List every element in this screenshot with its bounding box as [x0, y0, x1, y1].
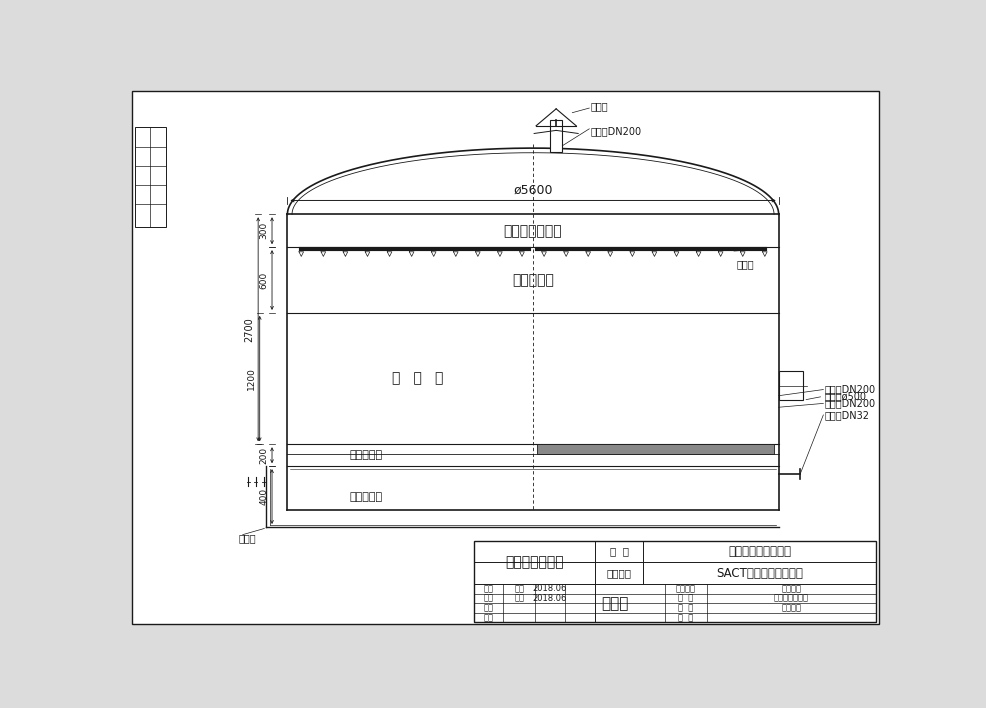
Text: 审核: 审核 — [483, 603, 493, 612]
Text: 除臭塔: 除臭塔 — [601, 595, 628, 611]
Text: 布气管DN200: 布气管DN200 — [825, 384, 876, 394]
Text: 日  期: 日 期 — [678, 613, 693, 622]
Text: 2018.06: 2018.06 — [532, 594, 567, 603]
Text: 进水管: 进水管 — [239, 534, 256, 544]
Text: 能源与动力工程学院: 能源与动力工程学院 — [728, 545, 791, 558]
Text: 排水管DN32: 排水管DN32 — [825, 410, 870, 420]
Text: 比  量: 比 量 — [678, 603, 693, 612]
Text: 制图: 制图 — [483, 594, 493, 603]
Bar — [135, 127, 166, 227]
Text: 挪雨罩: 挪雨罩 — [591, 101, 608, 110]
Text: 400: 400 — [259, 488, 268, 505]
Text: 项目名称: 项目名称 — [606, 568, 632, 578]
Text: 环境科学与工程: 环境科学与工程 — [774, 594, 809, 603]
Bar — [550, 120, 562, 152]
Text: 设计阶段: 设计阶段 — [675, 584, 696, 593]
Text: 300: 300 — [259, 222, 268, 239]
Text: 批准: 批准 — [483, 613, 493, 622]
Text: 600: 600 — [259, 271, 268, 289]
Text: 顶部尾气收集区: 顶部尾气收集区 — [504, 224, 562, 238]
Bar — [779, 371, 804, 400]
Bar — [537, 445, 774, 454]
Text: 专  业: 专 业 — [678, 594, 693, 603]
Text: 院  系: 院 系 — [609, 547, 629, 556]
Text: 底部排水区: 底部排水区 — [349, 491, 383, 501]
Text: 环境工程: 环境工程 — [781, 603, 802, 612]
Text: 1200: 1200 — [246, 367, 255, 390]
Text: 2018.06: 2018.06 — [532, 584, 567, 593]
Bar — [287, 215, 779, 510]
Text: 底部布气区: 底部布气区 — [349, 450, 383, 460]
Text: 2700: 2700 — [245, 317, 254, 342]
Text: 顶部布水区: 顶部布水区 — [512, 273, 554, 287]
Text: 填   料   区: 填 料 区 — [392, 372, 444, 386]
Text: 设计: 设计 — [483, 584, 493, 593]
Text: 200: 200 — [259, 447, 268, 464]
Text: 佚名: 佚名 — [514, 584, 525, 593]
Bar — [473, 541, 876, 622]
Text: 进气口ø500: 进气口ø500 — [825, 392, 867, 401]
Text: 布水管: 布水管 — [737, 259, 754, 269]
Text: 初步设计: 初步设计 — [781, 584, 802, 593]
Text: 排气管DN200: 排气管DN200 — [591, 126, 642, 136]
Text: SACT处理污泥工艺设计: SACT处理污泥工艺设计 — [716, 566, 803, 580]
Text: ø5600: ø5600 — [514, 183, 553, 197]
Text: 佚名: 佚名 — [514, 594, 525, 603]
Text: 内蒙古工业大学: 内蒙古工业大学 — [505, 555, 564, 569]
Text: 进气管DN200: 进气管DN200 — [825, 399, 876, 409]
